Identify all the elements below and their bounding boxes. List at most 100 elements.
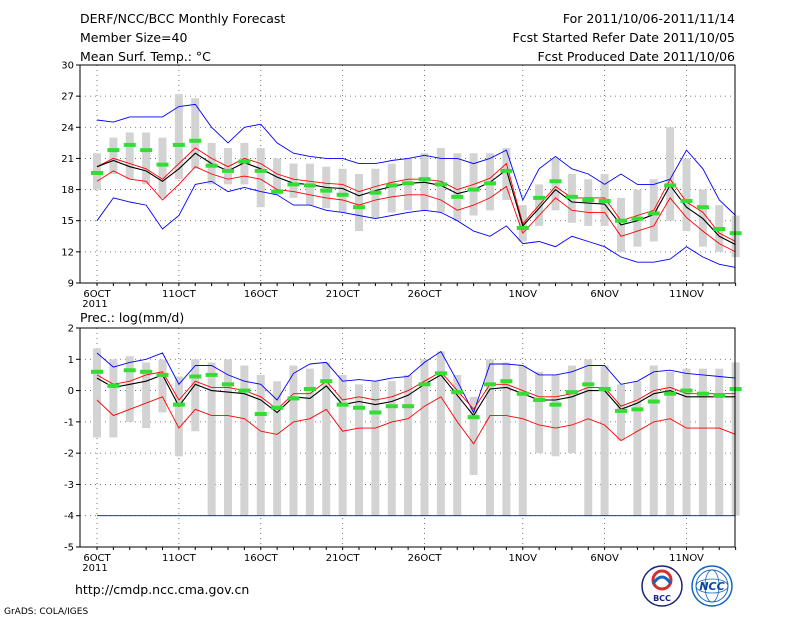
prec-spread-box: [715, 368, 724, 516]
prec-median-mark: [582, 382, 595, 387]
temp-frame: [79, 64, 736, 284]
temp-median-mark: [172, 142, 185, 147]
temp-median-mark: [582, 197, 595, 202]
prec-median-mark: [631, 407, 644, 412]
prec-spread-box: [486, 359, 494, 516]
prec-median-mark: [664, 391, 677, 396]
prec-median-mark: [172, 402, 185, 407]
prec-median-mark: [598, 387, 611, 392]
temp-spread-box: [142, 132, 151, 185]
temp-median-mark: [303, 183, 316, 188]
prec-median-mark: [254, 412, 267, 417]
prec-spread-box: [584, 359, 593, 516]
temp-median-mark: [271, 189, 284, 194]
temp-median-mark: [500, 168, 513, 173]
temp-median-mark: [549, 179, 562, 184]
prec-median-mark: [369, 410, 382, 415]
temp-spread-box: [453, 153, 462, 221]
temp-xtick-label: 6OCT: [83, 289, 111, 300]
temp-xtick-label: 11OCT: [162, 289, 197, 300]
prec-spread-box: [93, 348, 101, 438]
temp-xtick-label: 16OCT: [244, 289, 279, 300]
prec-median-mark: [385, 404, 398, 409]
prec-xtick-label: 21OCT: [326, 553, 361, 564]
prec-xtick-label: 1NOV: [509, 553, 538, 564]
temp-median-mark: [402, 181, 415, 186]
prec-spread-box: [453, 374, 462, 516]
prec-median-mark: [320, 379, 333, 384]
prec-median-mark: [303, 387, 316, 392]
temp-spread-box: [502, 148, 511, 200]
temp-median-mark: [320, 188, 333, 193]
prec-ytick-label: -5: [64, 543, 74, 554]
prec-median-mark: [500, 379, 513, 384]
temp-median-mark: [647, 211, 660, 216]
prec-ytick-label: -3: [64, 480, 74, 491]
prec-ytick-label: -2: [64, 449, 74, 460]
source-url[interactable]: http://cmdp.ncc.cma.gov.cn: [75, 582, 249, 597]
prec-spread-box: [273, 381, 282, 516]
prec-spread-box: [436, 351, 445, 516]
prec-spread-box: [567, 365, 576, 454]
prec-median-mark: [451, 390, 464, 395]
temp-ytick-label: 27: [61, 92, 74, 103]
prec-spread-box: [338, 374, 347, 516]
temp-median-mark: [205, 163, 218, 168]
prec-spread-box: [682, 368, 691, 516]
temp-median-mark: [254, 168, 267, 173]
forecast-period: For 2011/10/06-2011/11/14: [563, 11, 735, 26]
temp-xtick-label: 2011: [82, 299, 107, 310]
temp-median-mark: [664, 183, 677, 188]
prec-max-line: [96, 350, 736, 414]
temp-spread-box: [174, 94, 183, 180]
temp-xtick-label: 26OCT: [408, 289, 443, 300]
temp-spread-box: [666, 127, 675, 221]
temp-median-mark: [713, 227, 726, 232]
temp-max-line: [96, 180, 736, 268]
prec-ytick-label: -1: [64, 417, 74, 428]
temp-median-mark: [598, 198, 611, 203]
temp-spread-box: [355, 174, 363, 232]
temp-median-mark: [729, 231, 742, 236]
prec-median-mark: [402, 404, 415, 409]
prec-median-mark: [696, 391, 709, 396]
temp-median-mark: [353, 205, 365, 210]
temp-median-mark: [696, 205, 709, 210]
prec-median-mark: [123, 368, 136, 373]
prec-spread-box: [731, 362, 740, 516]
temp-median-mark: [484, 181, 496, 186]
temp-median-mark: [631, 216, 644, 221]
temp-median-mark: [516, 225, 529, 230]
precip-chart-title: Prec.: log(mm/d): [80, 310, 184, 325]
prec-spread-box: [109, 359, 118, 438]
prec-spread-box: [355, 384, 363, 516]
prec-spread-box: [256, 374, 265, 516]
fcst-start-date: Fcst Started Refer Date 2011/10/05: [513, 30, 736, 45]
prec-median-mark: [713, 393, 726, 398]
temp-upper-line: [96, 103, 736, 216]
prec-spread-box: [142, 362, 151, 429]
prec-spread-box: [125, 356, 134, 422]
temp-ytick-label: 9: [68, 279, 74, 290]
prec-spread-box: [207, 362, 216, 516]
prec-ytick-label: -4: [64, 511, 74, 522]
prec-spread-box: [371, 381, 380, 516]
prec-mean-line: [96, 374, 736, 417]
temp-spread-box: [289, 163, 298, 198]
prec-spread-box: [224, 359, 232, 516]
temp-mean-line: [96, 152, 736, 246]
temp-median-mark: [123, 142, 136, 147]
prec-spread-box: [469, 396, 478, 476]
prec-ytick-label: 1: [68, 355, 74, 366]
prec-xtick-label: 16OCT: [244, 553, 279, 564]
temp-median-mark: [336, 192, 349, 197]
temp-median-mark: [418, 177, 431, 182]
title-line-1: DERF/NCC/BCC Monthly Forecast: [80, 11, 285, 26]
temp-median-mark: [156, 162, 169, 167]
temp-median-mark: [467, 187, 480, 192]
temp-xtick-label: 11NOV: [669, 289, 704, 300]
prec-spread-box: [551, 374, 560, 457]
prec-median-mark: [271, 405, 284, 410]
